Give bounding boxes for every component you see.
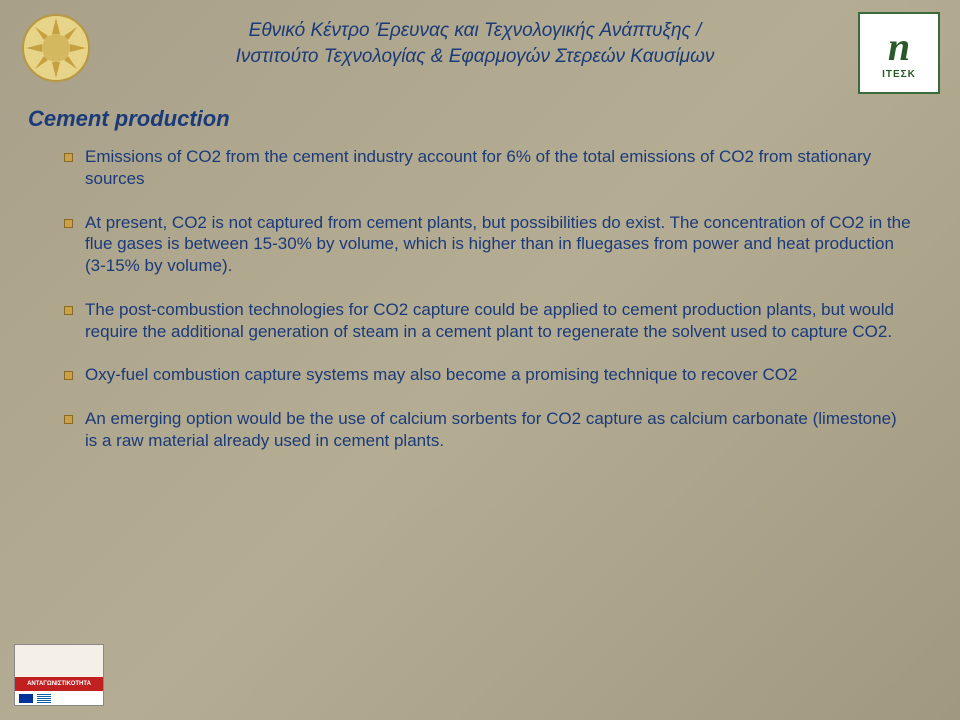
- bullet-item: At present, CO2 is not captured from cem…: [64, 212, 912, 277]
- slide-header: Εθνικό Κέντρο Έρευνας και Τεχνολογικής Α…: [0, 0, 960, 102]
- bullet-item: An emerging option would be the use of c…: [64, 408, 912, 452]
- header-title-block: Εθνικό Κέντρο Έρευνας και Τεχνολογικής Α…: [108, 12, 842, 69]
- eu-flag-icon: [19, 694, 33, 703]
- bullet-square-icon: [64, 415, 73, 424]
- bullet-square-icon: [64, 153, 73, 162]
- bullet-text: The post-combustion technologies for CO2…: [85, 299, 912, 343]
- header-line-2: Ινστιτούτο Τεχνολογίας & Εφαρμογών Στερε…: [108, 44, 842, 70]
- sun-logo-icon: [20, 12, 92, 84]
- itesk-logo-letter: n: [888, 27, 910, 67]
- bullet-square-icon: [64, 219, 73, 228]
- section-title: Cement production: [0, 102, 960, 146]
- itesk-logo: n ΙΤΕΣΚ: [858, 12, 940, 94]
- footer-program-logo: ΑΝΤΑΓΩΝΙΣΤΙΚΟΤΗΤΑ: [14, 644, 104, 706]
- bullet-item: Oxy-fuel combustion capture systems may …: [64, 364, 912, 386]
- bullet-text: Oxy-fuel combustion capture systems may …: [85, 364, 797, 386]
- footer-flags: [15, 691, 103, 705]
- bullet-square-icon: [64, 306, 73, 315]
- footer-top-text: [15, 645, 103, 677]
- bullet-square-icon: [64, 371, 73, 380]
- slide-content: Emissions of CO2 from the cement industr…: [0, 146, 960, 452]
- itesk-logo-label: ΙΤΕΣΚ: [882, 69, 916, 80]
- header-line-1: Εθνικό Κέντρο Έρευνας και Τεχνολογικής Α…: [108, 18, 842, 44]
- bullet-text: Emissions of CO2 from the cement industr…: [85, 146, 912, 190]
- greece-flag-icon: [37, 694, 51, 703]
- bullet-item: Emissions of CO2 from the cement industr…: [64, 146, 912, 190]
- bullet-text: An emerging option would be the use of c…: [85, 408, 912, 452]
- footer-mid-label: ΑΝΤΑΓΩΝΙΣΤΙΚΟΤΗΤΑ: [15, 677, 103, 691]
- bullet-text: At present, CO2 is not captured from cem…: [85, 212, 912, 277]
- bullet-item: The post-combustion technologies for CO2…: [64, 299, 912, 343]
